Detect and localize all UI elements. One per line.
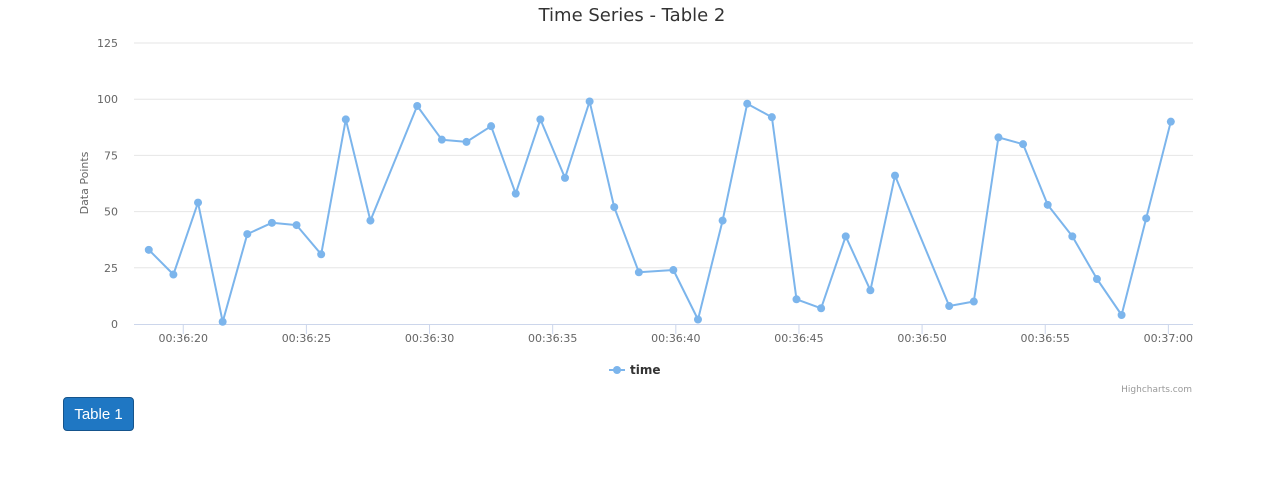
data-point: [969, 297, 978, 306]
data-point: [718, 216, 727, 225]
legend-marker-icon: [613, 366, 621, 374]
legend[interactable]: time: [609, 363, 661, 377]
series-time: [144, 97, 1175, 326]
data-point: [1092, 275, 1101, 284]
data-point: [243, 230, 252, 239]
series-line: [148, 100, 1172, 323]
data-point: [366, 216, 375, 225]
legend-item-time[interactable]: time: [630, 363, 661, 377]
data-point: [317, 250, 326, 259]
data-point: [341, 115, 350, 124]
grid-lines: [134, 42, 1193, 269]
data-point: [292, 221, 301, 230]
data-point: [841, 232, 850, 241]
data-point: [1142, 214, 1151, 223]
x-tick-label: 00:36:40: [651, 332, 700, 345]
data-point: [144, 245, 153, 254]
x-tick-label: 00:37:00: [1144, 332, 1193, 345]
x-tick-label: 00:36:30: [405, 332, 454, 345]
data-point: [1068, 232, 1077, 241]
x-tick-label: 00:36:45: [774, 332, 823, 345]
data-point: [1166, 117, 1175, 126]
data-point: [585, 97, 594, 106]
y-tick-label: 50: [104, 206, 118, 219]
x-axis: 00:36:20 00:36:25 00:36:30 00:36:35 00:36:40…: [134, 324, 1193, 345]
data-point: [994, 133, 1003, 142]
data-point: [560, 173, 569, 182]
data-point: [866, 286, 875, 295]
data-point: [462, 137, 471, 146]
data-point: [767, 113, 776, 122]
data-point: [413, 101, 422, 110]
x-tick-label: 00:36:20: [159, 332, 208, 345]
data-point: [267, 218, 276, 227]
y-tick-label: 125: [97, 37, 118, 50]
x-tick-label: 00:36:55: [1021, 332, 1070, 345]
data-point: [634, 268, 643, 277]
data-point: [817, 304, 826, 313]
data-point: [194, 198, 203, 207]
table-1-button[interactable]: Table 1: [63, 397, 134, 431]
y-tick-label: 75: [104, 149, 118, 162]
data-point: [743, 99, 752, 108]
data-point: [218, 317, 227, 326]
data-point: [792, 295, 801, 304]
y-tick-label: 0: [111, 318, 118, 331]
data-point: [693, 315, 702, 324]
y-tick-label: 25: [104, 262, 118, 275]
x-tick-label: 00:36:25: [282, 332, 331, 345]
data-point: [891, 171, 900, 180]
data-point: [169, 270, 178, 279]
y-axis-ticks: 0 25 50 75 100 125: [97, 37, 118, 331]
y-axis-title: Data Points: [78, 151, 91, 214]
x-tick-label: 00:36:50: [897, 332, 946, 345]
data-point: [437, 135, 446, 144]
data-point: [511, 189, 520, 198]
y-tick-label: 100: [97, 93, 118, 106]
chart-title: Time Series - Table 2: [538, 5, 726, 26]
data-point: [1043, 200, 1052, 209]
data-point: [945, 302, 954, 311]
x-tick-label: 00:36:35: [528, 332, 577, 345]
data-point: [487, 122, 496, 131]
data-point: [610, 203, 619, 212]
data-point: [1019, 140, 1028, 149]
chart-container: Time Series - Table 2 Data Points 0 25 50 7…: [78, 5, 1193, 395]
credits-link[interactable]: Highcharts.com: [1121, 385, 1192, 395]
data-point: [669, 266, 678, 275]
data-point: [1117, 311, 1126, 320]
data-point: [536, 115, 545, 124]
line-chart: Time Series - Table 2 Data Points 0 25 50 7…: [78, 5, 1193, 395]
